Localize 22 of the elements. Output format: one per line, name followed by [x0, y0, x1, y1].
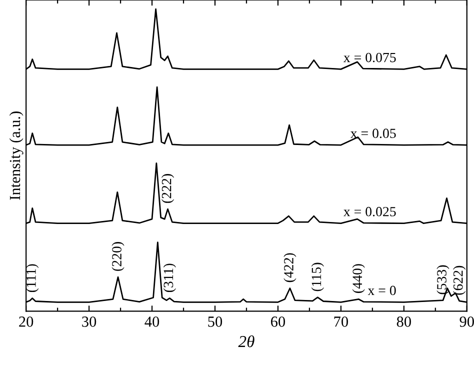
annotation: (533) — [436, 265, 450, 294]
annotation: (222) — [161, 174, 174, 203]
x-axis-title: 2θ — [238, 335, 254, 348]
x-tick-label: 50 — [208, 316, 222, 327]
x-tick-label: 90 — [460, 316, 474, 327]
annotation: (422) — [284, 253, 296, 282]
x-tick-label: 20 — [19, 316, 34, 327]
annotation: (440) — [352, 264, 365, 293]
series-label: x = 0.075 — [344, 52, 396, 62]
series-label: x = 0.025 — [344, 206, 396, 216]
y-axis-title: Intensity (a.u.) — [9, 112, 24, 200]
x-tick-label: 60 — [270, 316, 286, 327]
x-tick-label: 70 — [334, 316, 348, 327]
x-tick-label: 40 — [144, 316, 160, 327]
annotation: (115) — [311, 262, 324, 292]
annotation: (622) — [453, 266, 466, 295]
annotation: (311) — [163, 264, 176, 292]
annotation: (220) — [112, 242, 124, 271]
x-tick-label: 30 — [82, 316, 96, 327]
annotation: (111) — [26, 264, 39, 292]
x-tick-label: 80 — [396, 316, 411, 327]
series-label: x = 0 — [368, 286, 396, 296]
